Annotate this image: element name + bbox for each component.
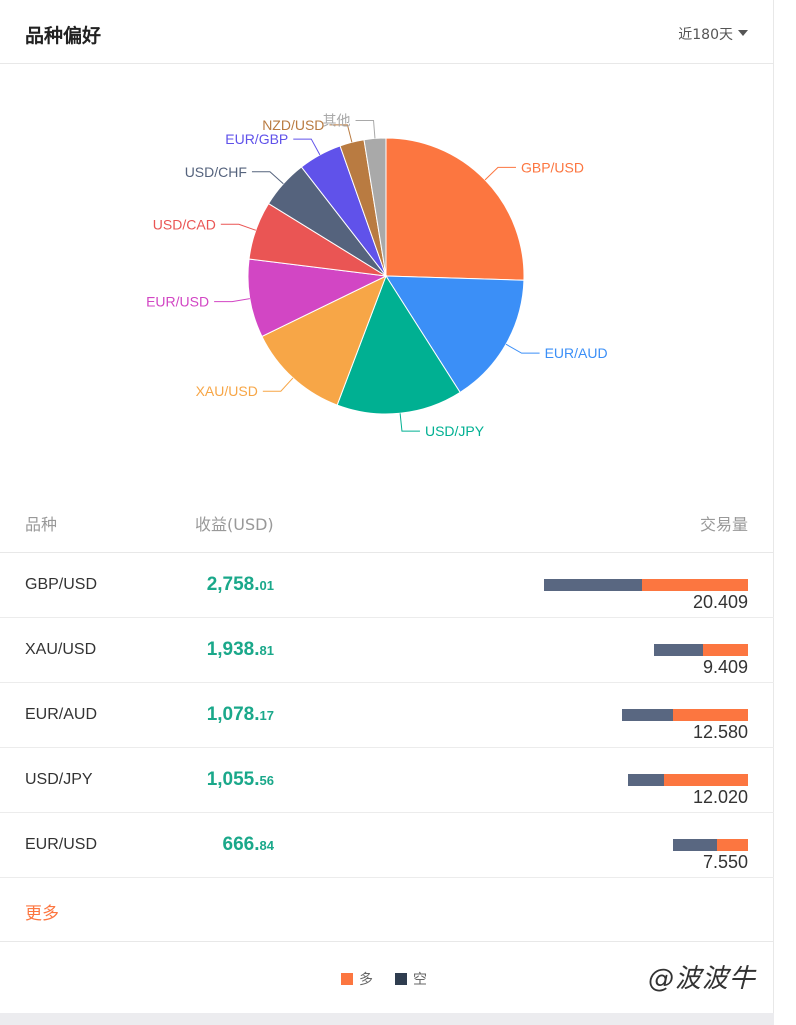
pie-slice-3[interactable]	[261, 274, 387, 406]
volume-bar	[544, 579, 748, 591]
watermark: @波波牛	[648, 964, 757, 994]
table-row[interactable]: USD/JPY 1,055.56 12.020	[0, 748, 774, 813]
short-segment	[622, 709, 673, 721]
period-dropdown[interactable]: 近180天	[678, 24, 748, 44]
pie-label: USD/CHF	[185, 164, 247, 180]
legend-long[interactable]: 多	[341, 969, 373, 989]
table-header: 品种 收益(USD) 交易量	[0, 500, 774, 553]
pie-chart: GBP/USD EUR/AUD USD/JPY XAU/USD EUR/USD USD/C…	[0, 64, 774, 484]
pie-leader-line	[251, 171, 284, 185]
header-profit: 收益(USD)	[195, 515, 274, 534]
short-segment	[653, 644, 703, 656]
pie-leader-line	[262, 377, 294, 392]
row-profit: 1,938.81	[206, 639, 274, 660]
legend-short-label: 空	[413, 972, 427, 988]
more-link[interactable]: 更多	[25, 904, 59, 924]
pie-chart-svg: GBP/USD EUR/AUD USD/JPY XAU/USD EUR/USD USD/C…	[146, 112, 608, 439]
row-volume: 12.580	[692, 722, 748, 742]
volume-bar	[653, 644, 748, 656]
pie-label: USD/CAD	[153, 216, 216, 232]
legend-long-label: 多	[359, 972, 373, 988]
row-symbol: XAU/USD	[25, 641, 97, 658]
pie-label: USD/JPY	[425, 423, 485, 439]
pie-label: EUR/AUD	[545, 345, 608, 361]
row-volume: 20.409	[692, 592, 748, 612]
pie-slice-0[interactable]	[385, 137, 525, 281]
pie-label: EUR/USD	[146, 294, 209, 310]
right-gutter	[775, 0, 796, 1025]
row-volume: 9.409	[702, 657, 748, 677]
pie-label: NZD/USD	[262, 117, 324, 133]
pie-leader-line	[505, 343, 540, 354]
legend: 多 空	[341, 969, 449, 989]
pie-label: EUR/GBP	[225, 131, 288, 147]
pie-leader-line	[355, 119, 376, 139]
pie-label: XAU/USD	[196, 383, 258, 399]
table-row[interactable]: GBP/USD 2,758.01 20.409	[0, 553, 774, 618]
long-segment	[672, 709, 748, 721]
legend-short[interactable]: 空	[395, 969, 427, 989]
header-symbol: 品种	[25, 515, 58, 534]
pie-leader-line	[329, 124, 353, 143]
row-symbol: EUR/USD	[25, 836, 98, 853]
pie-label: 其他	[323, 112, 351, 128]
short-segment	[544, 579, 642, 591]
row-symbol: EUR/AUD	[25, 706, 98, 723]
pie-leader-line	[214, 298, 250, 303]
volume-bar	[627, 774, 748, 786]
table-row[interactable]: EUR/USD 666.84 7.550	[0, 813, 774, 878]
short-segment	[627, 774, 664, 786]
row-profit: 1,055.56	[206, 769, 274, 790]
table-row[interactable]: XAU/USD 1,938.81 9.409	[0, 618, 774, 683]
table-row[interactable]: EUR/AUD 1,078.17 12.580	[0, 683, 774, 748]
row-profit: 666.84	[222, 834, 274, 855]
row-symbol: GBP/USD	[25, 576, 98, 593]
long-segment	[717, 839, 748, 851]
long-swatch	[341, 973, 353, 985]
period-label: 近180天	[678, 27, 733, 43]
panel-header: 品种偏好 近180天	[0, 0, 774, 64]
long-segment	[702, 644, 748, 656]
volume-bar	[622, 709, 748, 721]
volume-bar	[672, 839, 748, 851]
row-profit: 1,078.17	[206, 704, 274, 725]
pie-leader-line	[293, 138, 321, 156]
divider	[0, 941, 774, 942]
chevron-down-icon	[738, 30, 748, 36]
long-segment	[663, 774, 748, 786]
row-volume: 7.550	[702, 852, 748, 872]
row-profit: 2,758.01	[206, 574, 274, 595]
symbol-preference-panel: 品种偏好 近180天 GBP/USD EUR/AUD USD/JPY XAU/USD E…	[0, 0, 774, 1013]
pie-leader-line	[399, 413, 420, 432]
short-segment	[672, 839, 718, 851]
pie-leader-line	[484, 166, 516, 181]
row-volume: 12.020	[692, 787, 748, 807]
row-symbol: USD/JPY	[25, 771, 93, 788]
pie-leader-line	[220, 223, 256, 231]
long-segment	[641, 579, 748, 591]
panel-title: 品种偏好	[25, 25, 102, 47]
bottom-strip	[0, 1013, 774, 1025]
short-swatch	[395, 973, 407, 985]
pie-label: GBP/USD	[521, 159, 584, 175]
header-volume: 交易量	[699, 515, 748, 534]
pie-slice-4[interactable]	[247, 258, 388, 338]
